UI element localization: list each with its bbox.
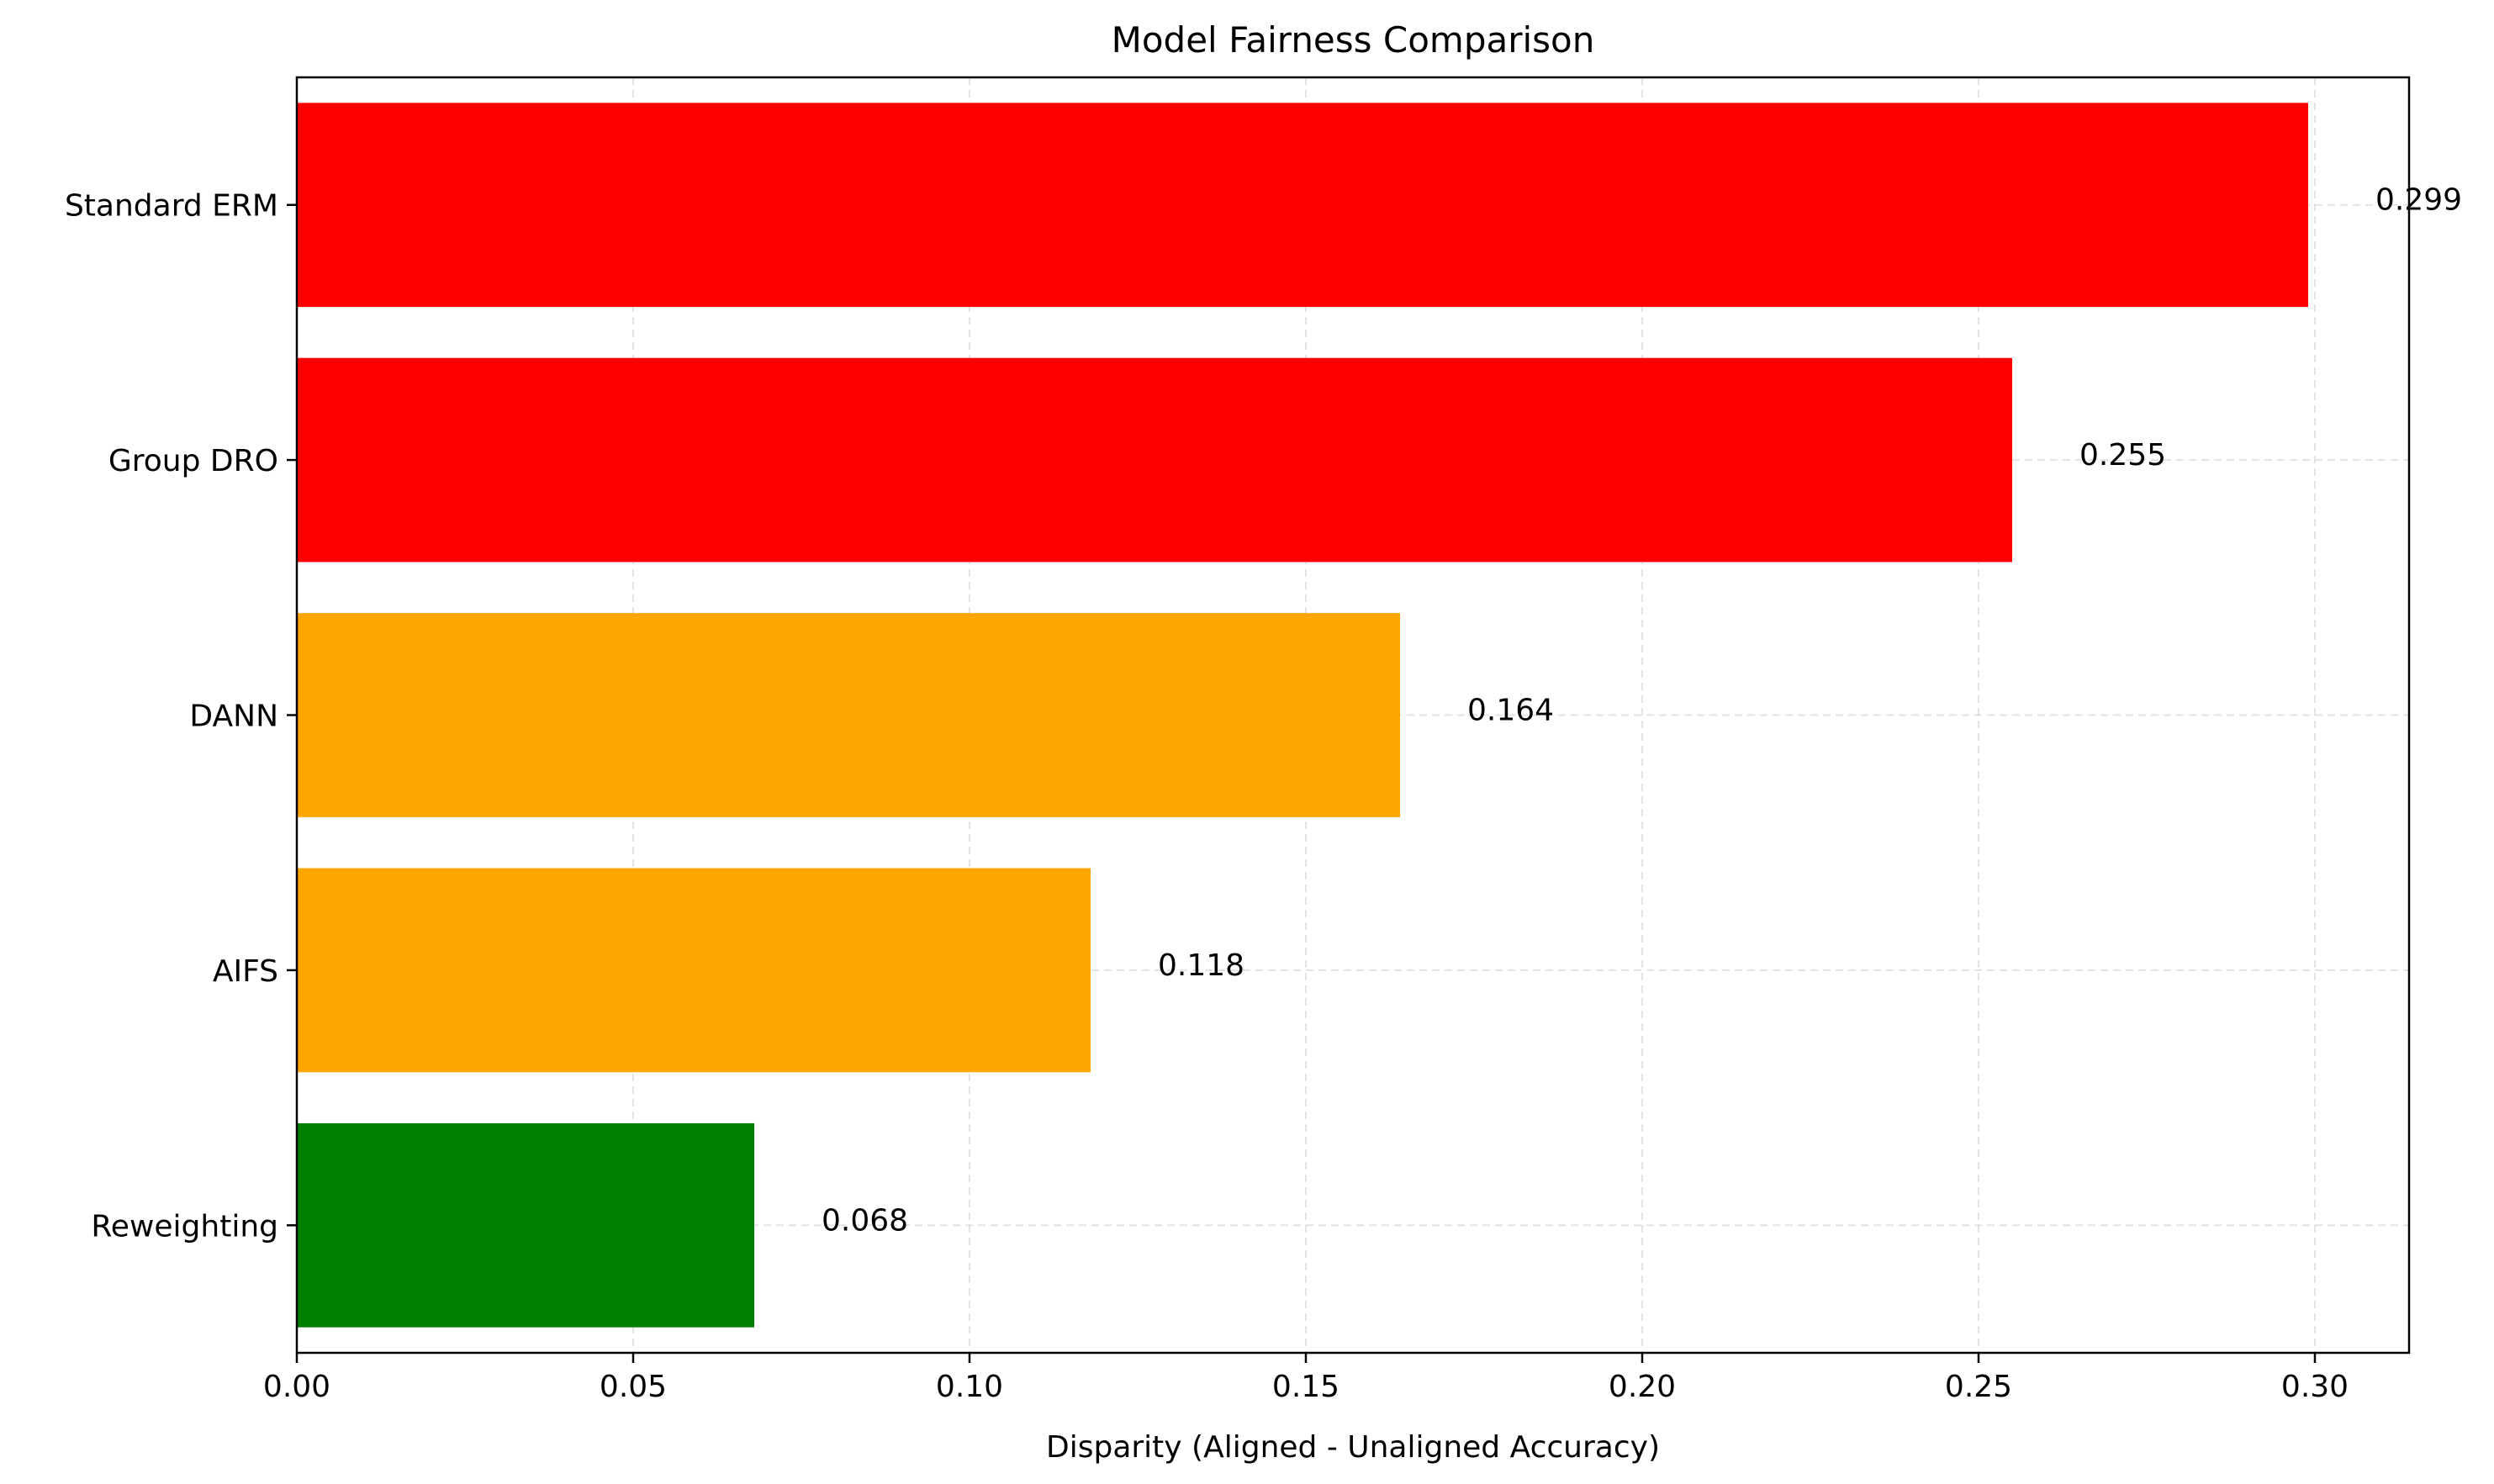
y-tick-label: DANN [189, 700, 278, 734]
plot-frame [295, 76, 2411, 1355]
x-tick-label: 0.25 [1945, 1370, 2012, 1404]
bar-standard-erm [297, 103, 2308, 308]
y-tick-label: Reweighting [91, 1209, 278, 1244]
bar-value-label: 0.299 [2375, 183, 2462, 218]
x-tick-label: 0.15 [1272, 1370, 1339, 1404]
y-tick-label: AIFS [213, 954, 278, 989]
x-tick-label: 0.30 [2281, 1370, 2349, 1404]
x-tick-label: 0.00 [263, 1370, 330, 1404]
bar-aifs [297, 868, 1091, 1073]
x-axis-title: Disparity (Aligned - Unaligned Accuracy) [1046, 1430, 1660, 1465]
bar-value-label: 0.255 [2079, 438, 2166, 473]
chart-title: Model Fairness Comparison [1112, 19, 1595, 61]
bar-dann [297, 613, 1400, 817]
x-tick-label: 0.20 [1609, 1370, 1676, 1404]
x-ticks: 0.00 0.05 0.10 0.15 0.20 0.25 0.30 [263, 1353, 2349, 1404]
bar-value-label: 0.164 [1467, 694, 1554, 728]
y-tick-label: Group DRO [108, 444, 278, 478]
y-tick-label: Standard ERM [65, 189, 278, 224]
bar-value-label: 0.068 [822, 1203, 908, 1238]
bar-value-label: 0.118 [1158, 948, 1244, 983]
bars [297, 103, 2308, 1328]
y-tick-labels: Standard ERM Group DRO DANN AIFS Reweighting [65, 189, 297, 1244]
x-tick-label: 0.10 [936, 1370, 1003, 1404]
bar-group-dro [297, 357, 2012, 562]
x-tick-label: 0.05 [600, 1370, 667, 1404]
value-labels: 0.299 0.255 0.164 0.118 0.068 [822, 183, 2462, 1238]
bar-reweighting [297, 1122, 754, 1328]
